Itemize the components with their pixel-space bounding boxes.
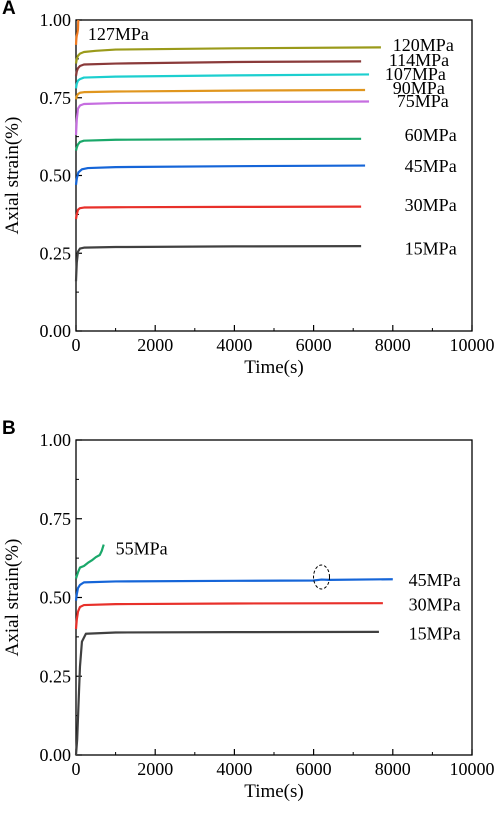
chart-panel-b: 0 2000 4000 6000 8000 10000 0.00 0.25 0.50 0.75 1.… (2, 430, 495, 802)
series-line-114mpa (74, 60, 362, 77)
y-tick-label: 0.00 (40, 321, 72, 341)
series-label: 15MPa (409, 624, 461, 644)
x-axis-title: Time(s) (244, 357, 303, 378)
series-label: 45MPa (409, 570, 461, 590)
chart-panel-a: 0 2000 4000 6000 8000 10000 0.00 0.25 0.50 0.75 1.… (2, 10, 495, 378)
y-tick-label: 1.00 (40, 10, 72, 30)
panel-a-label: A (2, 0, 16, 19)
x-tick-label: 2000 (137, 335, 173, 355)
x-tick-label: 0 (72, 759, 81, 779)
series-label: 120MPa (393, 35, 454, 55)
series-line-30mpa (74, 205, 362, 220)
series-label: 30MPa (409, 595, 461, 615)
series-line-127mpa (74, 19, 80, 45)
x-tick-label: 0 (72, 335, 81, 355)
series-label: 90MPa (393, 78, 445, 98)
x-tick-label: 2000 (137, 759, 173, 779)
series-label: 107MPa (385, 64, 446, 84)
x-tick-label: 8000 (375, 759, 411, 779)
series-line-75mpa (74, 100, 370, 136)
y-tick-label: 0.00 (40, 745, 72, 765)
x-tick-label: 10000 (450, 335, 495, 355)
series-line-60mpa (74, 137, 362, 151)
y-axis-title: Axial strain(%) (2, 539, 23, 657)
series-line-120mpa (74, 46, 381, 64)
series-line-45mpa (74, 578, 393, 601)
x-tick-label: 6000 (296, 335, 332, 355)
y-tick-label: 1.00 (40, 430, 72, 450)
series-line-15mpa (74, 245, 362, 282)
y-tick-label: 0.75 (40, 509, 72, 529)
y-tick-label: 0.50 (40, 166, 72, 186)
x-tick-label: 8000 (375, 335, 411, 355)
y-tick-label: 0.75 (40, 88, 72, 108)
x-tick-label: 4000 (216, 335, 252, 355)
y-axis-title: Axial strain(%) (2, 117, 23, 235)
series-line-30mpa (74, 602, 383, 630)
y-tick-label: 0.25 (40, 243, 72, 263)
series-label: 60MPa (405, 125, 457, 145)
y-tick-label: 0.25 (40, 666, 72, 686)
series-label: 15MPa (405, 239, 457, 259)
x-axis-title: Time(s) (244, 781, 303, 802)
x-tick-label: 10000 (450, 759, 495, 779)
series-line-107mpa (74, 73, 370, 89)
series-line-45mpa (74, 164, 366, 185)
series-label: 75MPa (397, 91, 449, 111)
x-tick-label: 6000 (296, 759, 332, 779)
series-label: 30MPa (405, 195, 457, 215)
series-line-90mpa (74, 88, 366, 100)
series-label: 55MPa (116, 539, 168, 559)
x-tick-label: 4000 (216, 759, 252, 779)
series-label: 114MPa (389, 50, 449, 70)
series-label: 127MPa (88, 24, 149, 44)
y-tick-label: 0.50 (40, 588, 72, 608)
series-line-55mpa (74, 544, 105, 579)
series-label: 45MPa (405, 156, 457, 176)
series-line-15mpa (74, 630, 379, 756)
annotation-dashed-ellipse (313, 564, 331, 590)
panel-b-label: B (2, 418, 16, 439)
